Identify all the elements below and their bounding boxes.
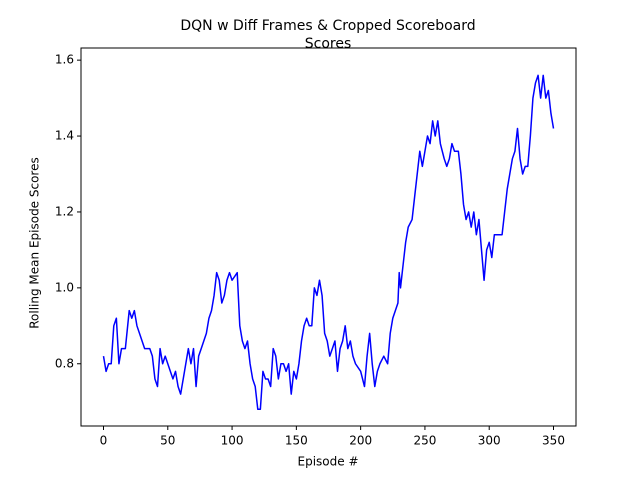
x-tick-label: 350 bbox=[542, 434, 565, 448]
y-tick-label: 1.4 bbox=[55, 129, 74, 143]
x-tick-label: 50 bbox=[160, 434, 175, 448]
y-tick-label: 0.8 bbox=[55, 356, 74, 370]
x-tick-label: 100 bbox=[221, 434, 244, 448]
line-series bbox=[102, 74, 555, 411]
y-axis-label: Rolling Mean Episode Scores bbox=[28, 157, 42, 329]
x-tick-label: 300 bbox=[478, 434, 501, 448]
y-tick-label: 1.0 bbox=[55, 280, 74, 294]
y-tick-label: 1.2 bbox=[55, 204, 74, 218]
chart-title: Scores bbox=[305, 36, 352, 52]
x-tick-label: 200 bbox=[349, 434, 372, 448]
x-axis-label: Episode # bbox=[298, 455, 359, 469]
chart-title: DQN w Diff Frames & Cropped Scoreboard bbox=[180, 18, 475, 34]
x-tick-label: 250 bbox=[413, 434, 436, 448]
y-tick-label: 1.6 bbox=[55, 53, 74, 67]
x-tick-label: 150 bbox=[285, 434, 308, 448]
x-tick-label: 0 bbox=[100, 434, 108, 448]
axes-frame bbox=[80, 47, 577, 427]
